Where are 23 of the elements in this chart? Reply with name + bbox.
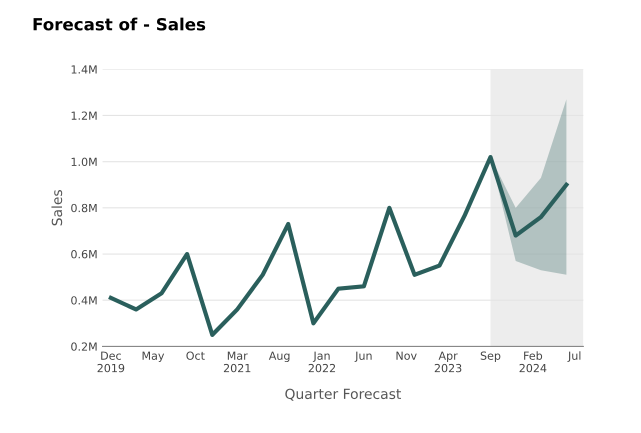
y-tick-label: 1.0M [72,158,97,166]
x-tick-label: Dec 2019 [98,352,124,372]
y-tick-label: 0.8M [71,204,97,212]
y-axis-title: Sales [51,190,62,226]
x-tick-label: Jun [354,352,372,362]
x-tick-label: Mar 2021 [224,352,250,372]
chart-title: Forecast of - Sales [34,18,206,31]
x-tick-label: Nov [396,352,417,360]
x-tick-label: May [142,352,164,362]
y-tick-label: 1.2M [72,111,97,120]
x-tick-label: Aug [268,352,290,362]
y-tick-label: 0.2M [71,342,97,351]
x-tick-label: Feb 2024 [520,351,546,372]
y-tick-label: 1.4M [72,65,97,74]
x-tick-label: Sep [480,351,500,362]
y-tick-label: 0.6M [71,250,97,258]
x-axis-title: Quarter Forecast [285,388,402,401]
x-tick-label: Oct [186,351,205,360]
y-tick-label: 0.4M [71,296,97,305]
x-tick-label: Jan 2022 [308,352,336,372]
line-series [108,154,568,337]
x-tick-label: Apr 2023 [434,352,462,372]
x-tick-label: Jul [567,351,580,362]
